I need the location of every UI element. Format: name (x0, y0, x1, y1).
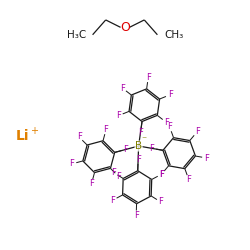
Text: F: F (70, 160, 74, 168)
Text: F: F (158, 198, 163, 206)
Text: F: F (116, 172, 121, 181)
Text: F: F (138, 128, 143, 137)
Text: F: F (110, 196, 115, 205)
Text: F: F (195, 127, 200, 136)
Text: F: F (136, 155, 140, 164)
Text: B: B (135, 141, 142, 151)
Text: F: F (89, 179, 94, 188)
Text: F: F (123, 145, 128, 154)
Text: F: F (167, 122, 172, 132)
Text: ⁻: ⁻ (142, 136, 146, 145)
Text: F: F (168, 90, 172, 99)
Text: F: F (186, 175, 191, 184)
Text: +: + (30, 126, 38, 136)
Text: CH₃: CH₃ (165, 30, 184, 40)
Text: F: F (146, 73, 151, 82)
Text: F: F (149, 144, 154, 153)
Text: F: F (159, 170, 164, 179)
Text: F: F (111, 168, 116, 177)
Text: O: O (120, 21, 130, 34)
Text: F: F (77, 132, 82, 141)
Text: H₃C: H₃C (67, 30, 86, 40)
Text: Li: Li (16, 129, 29, 143)
Text: F: F (134, 210, 138, 220)
Text: F: F (164, 118, 169, 127)
Text: F: F (116, 111, 121, 120)
Text: F: F (204, 154, 209, 162)
Text: F: F (159, 170, 164, 179)
Text: F: F (120, 84, 125, 92)
Text: F: F (104, 125, 108, 134)
